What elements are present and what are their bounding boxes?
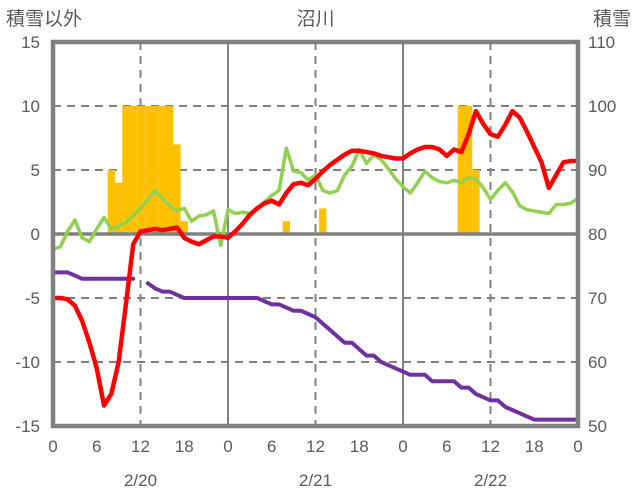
x-tick-label: 0 bbox=[48, 437, 57, 456]
x-date-label: 2/22 bbox=[474, 471, 507, 490]
snowfall_bars-bar bbox=[122, 106, 130, 234]
y-left-tick-label: 10 bbox=[21, 97, 40, 116]
snowfall_bars-bar bbox=[180, 221, 188, 234]
x-tick-label: 6 bbox=[267, 437, 276, 456]
snowfall_bars-bar bbox=[457, 106, 465, 234]
y-left-tick-label: -5 bbox=[25, 289, 40, 308]
x-tick-label: 0 bbox=[573, 437, 582, 456]
red_line bbox=[50, 108, 581, 408]
y-right-tick-label: 100 bbox=[588, 97, 616, 116]
y-left-tick-label: 0 bbox=[31, 225, 40, 244]
snowfall_bars-bar bbox=[166, 106, 174, 234]
x-tick-label: 0 bbox=[223, 437, 232, 456]
x-tick-label: 18 bbox=[350, 437, 369, 456]
snowfall_bars-bar bbox=[282, 221, 290, 234]
snowfall_bars-bar bbox=[173, 144, 181, 234]
x-tick-label: 12 bbox=[306, 437, 325, 456]
snow_depth_purple bbox=[145, 281, 580, 422]
snowfall_bars-bar bbox=[158, 106, 167, 234]
y-right-tick-label: 50 bbox=[588, 417, 607, 436]
y-left-tick-label: -15 bbox=[15, 417, 40, 436]
y-right-tick-label: 60 bbox=[588, 353, 607, 372]
y-right-tick-label: 70 bbox=[588, 289, 607, 308]
y-left-tick-label: 15 bbox=[21, 33, 40, 52]
snowfall_bars-bar bbox=[129, 106, 137, 234]
green_line bbox=[51, 146, 580, 252]
y-left-tick-label: -10 bbox=[15, 353, 40, 372]
snowfall_bars-bar bbox=[464, 106, 473, 234]
y-right-tick-label: 80 bbox=[588, 225, 607, 244]
x-tick-label: 18 bbox=[525, 437, 544, 456]
y-right-tick-label: 110 bbox=[588, 33, 615, 52]
x-date-label: 2/21 bbox=[299, 471, 332, 490]
snowfall_bars-bar bbox=[114, 182, 123, 234]
snowfall_bars-bar bbox=[107, 170, 115, 234]
x-tick-label: 18 bbox=[175, 437, 194, 456]
x-tick-label: 6 bbox=[442, 437, 451, 456]
chart-title: 沼川 bbox=[296, 9, 335, 30]
snow_depth_purple bbox=[51, 270, 136, 281]
y-right-tick-label: 90 bbox=[588, 161, 607, 180]
x-tick-label: 12 bbox=[481, 437, 500, 456]
x-tick-label: 6 bbox=[92, 437, 101, 456]
x-tick-label: 12 bbox=[131, 437, 150, 456]
snowfall_bars-bar bbox=[151, 106, 159, 234]
snowfall_bars-bar bbox=[136, 106, 145, 234]
left-axis-title: 積雪以外 bbox=[6, 9, 83, 30]
y-left-tick-label: 5 bbox=[31, 161, 40, 180]
right-axis-title: 積雪 bbox=[592, 9, 631, 30]
snowfall_bars-bar bbox=[319, 208, 327, 234]
x-date-label: 2/20 bbox=[124, 471, 157, 490]
snowfall_bars-bar bbox=[472, 170, 480, 234]
snowfall_bars-bar bbox=[144, 106, 152, 234]
plot-frame bbox=[50, 39, 581, 429]
x-tick-label: 0 bbox=[398, 437, 407, 456]
